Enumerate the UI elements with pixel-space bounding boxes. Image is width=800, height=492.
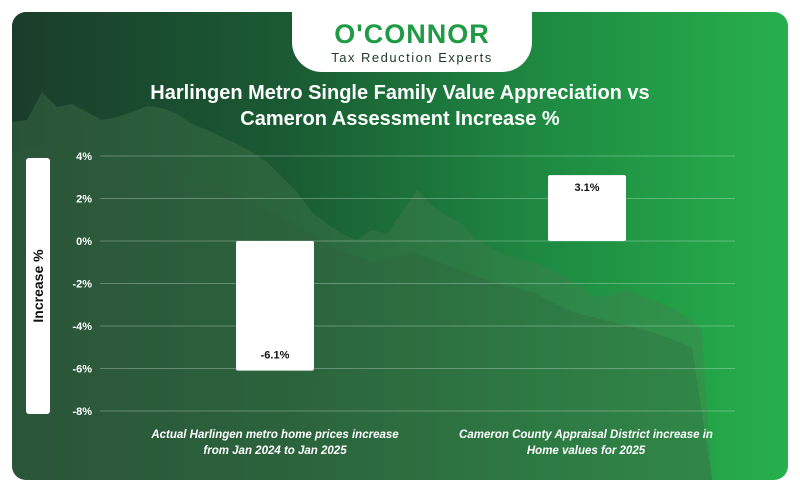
category-label-harlingen-line-2: from Jan 2024 to Jan 2025 [203,445,347,457]
chart-title: Harlingen Metro Single Family Value Appr… [100,80,700,132]
y-tick-label: -4% [72,321,92,333]
y-tick-label: -6% [72,364,92,376]
category-label-harlingen: Actual Harlingen metro home prices incre… [135,427,415,459]
y-tick-label: -8% [72,406,92,418]
y-axis-label-box [26,158,50,414]
brand-name: O'CONNOR [334,19,490,49]
brand-tagline: Tax Reduction Experts [331,50,493,65]
bar [548,175,626,241]
y-tick-label: 4% [76,151,92,163]
bar [236,241,314,371]
chart-title-line-2: Cameron Assessment Increase % [240,108,560,130]
category-label-cameron-line-1: Cameron County Appraisal District increa… [459,429,713,441]
chart-card: O'CONNOR Tax Reduction Experts [12,12,788,480]
bar-value-label: 3.1% [574,182,599,194]
category-label-cameron-line-2: Home values for 2025 [526,445,646,457]
y-tick-label: 0% [76,236,92,248]
category-label-cameron: Cameron County Appraisal District increa… [446,427,726,459]
background-mountain-graphic [12,92,712,480]
bar-value-label: -6.1% [261,350,290,362]
category-label-harlingen-line-1: Actual Harlingen metro home prices incre… [151,429,399,441]
y-tick-label: 2% [76,194,92,206]
y-tick-label: -2% [72,279,92,291]
chart-title-line-1: Harlingen Metro Single Family Value Appr… [150,82,650,104]
brand-logo: O'CONNOR Tax Reduction Experts [292,12,532,72]
